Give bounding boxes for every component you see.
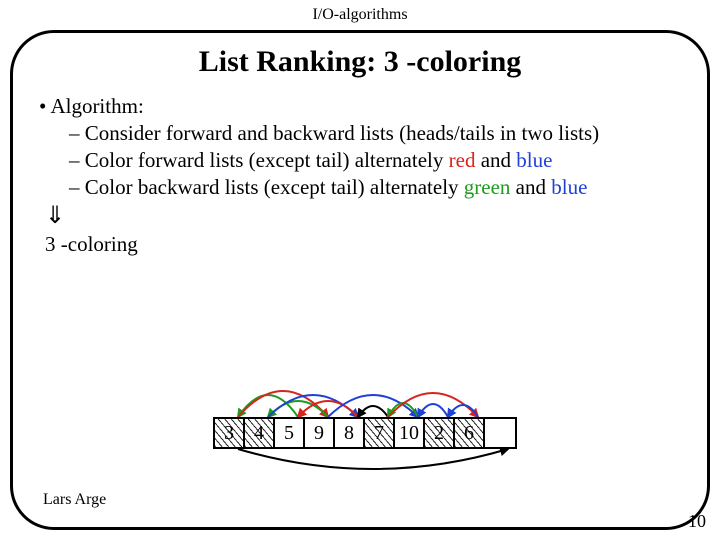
footer-page-number: 10 <box>688 511 706 532</box>
slide-body: • Algorithm: – Consider forward and back… <box>13 79 707 258</box>
cell-6: 10 <box>395 419 425 447</box>
cell-0: 3 <box>215 419 245 447</box>
slide-title: List Ranking: 3 -coloring <box>13 45 707 79</box>
sub2-red: red <box>449 148 476 172</box>
implies-arrow-icon: ⇓ <box>39 201 681 232</box>
cell-4: 8 <box>335 419 365 447</box>
sub3-blue: blue <box>551 175 587 199</box>
cell-9 <box>485 419 515 447</box>
sub3-green: green <box>464 175 511 199</box>
cell-7: 2 <box>425 419 455 447</box>
cell-5: 7 <box>365 419 395 447</box>
cell-3: 9 <box>305 419 335 447</box>
arc <box>448 405 478 417</box>
cell-2: 5 <box>275 419 305 447</box>
cell-1: 4 <box>245 419 275 447</box>
bullet-algorithm: • Algorithm: <box>39 93 681 120</box>
slide-frame: List Ranking: 3 -coloring • Algorithm: –… <box>10 30 710 530</box>
arc <box>238 395 298 417</box>
result-3coloring: 3 -coloring <box>39 231 681 258</box>
list-diagram: 3459871026 <box>213 395 533 475</box>
sub2-blue: blue <box>516 148 552 172</box>
sub2-mid: and <box>475 148 516 172</box>
sub2-prefix: – Color forward lists (except tail) alte… <box>69 148 449 172</box>
sub3-prefix: – Color backward lists (except tail) alt… <box>69 175 464 199</box>
cells-row: 3459871026 <box>213 417 517 449</box>
sub3-mid: and <box>510 175 551 199</box>
arc <box>418 404 448 417</box>
subpoint-forward: – Color forward lists (except tail) alte… <box>39 147 681 174</box>
subpoint-consider: – Consider forward and backward lists (h… <box>39 120 681 147</box>
arc <box>358 406 388 417</box>
footer-author: Lars Arge <box>43 491 106 509</box>
subpoint-backward: – Color backward lists (except tail) alt… <box>39 174 681 201</box>
cell-8: 6 <box>455 419 485 447</box>
arc <box>238 449 508 469</box>
header-course-label: I/O-algorithms <box>0 0 720 24</box>
